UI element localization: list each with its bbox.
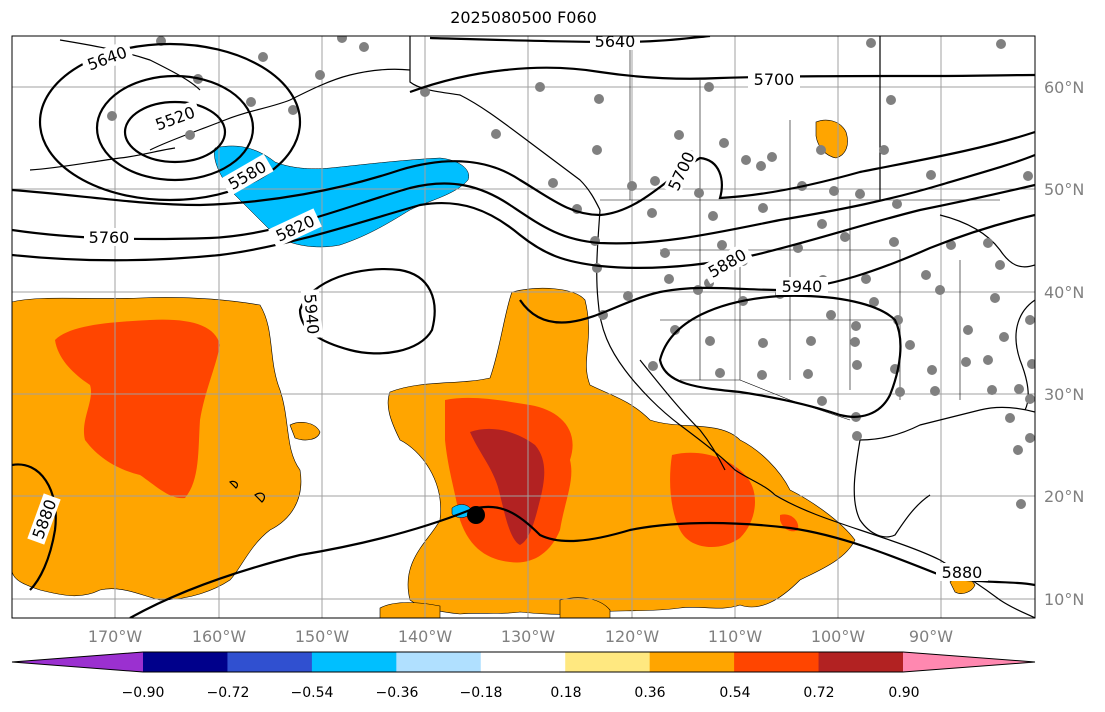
storm-center-dot xyxy=(467,506,485,524)
lon-label: 90°W xyxy=(909,627,953,646)
lat-label: 30°N xyxy=(1044,385,1084,404)
map-frame xyxy=(11,35,1036,619)
lat-label: 60°N xyxy=(1044,78,1084,97)
contour-label: 5940 xyxy=(782,277,823,296)
graticule xyxy=(12,36,1035,618)
colorbar-segment xyxy=(818,652,904,672)
colorbar-tick: 0.72 xyxy=(803,685,834,701)
lon-label: 100°W xyxy=(811,627,866,646)
colorbar-segment xyxy=(396,652,482,672)
contour-label: 5880 xyxy=(942,563,983,582)
anomaly-fill-light-blue xyxy=(214,145,473,518)
colorbar-segment xyxy=(143,652,228,672)
contour-label: 5640 xyxy=(595,32,636,51)
lon-label: 110°W xyxy=(708,627,763,646)
lat-label: 40°N xyxy=(1044,283,1084,302)
colorbar-tick: −0.54 xyxy=(291,685,334,701)
contour-labels: 5640 5640 5520 5580 5820 5760 5700 5700 … xyxy=(27,32,988,582)
colorbar-extend-min xyxy=(12,652,143,672)
longitude-labels: 170°W 160°W 150°W 140°W 130°W 120°W 110°… xyxy=(88,627,953,646)
anomaly-fill-dark-red xyxy=(470,428,545,545)
colorbar-segment xyxy=(649,652,735,672)
map-title: 2025080500 F060 xyxy=(450,8,597,27)
colorbar-tick-labels: −0.90 −0.72 −0.54 −0.36 −0.18 0.18 0.36 … xyxy=(122,685,920,701)
latitude-labels: 60°N 50°N 40°N 30°N 20°N 10°N xyxy=(1044,78,1084,609)
colorbar xyxy=(11,651,1036,673)
colorbar-tick: −0.36 xyxy=(376,685,419,701)
lon-label: 170°W xyxy=(88,627,143,646)
height-contours xyxy=(12,36,1035,618)
colorbar-extend-max xyxy=(903,652,1035,672)
colorbar-outline xyxy=(11,651,1036,673)
contour-label: 5940 xyxy=(300,293,322,335)
colorbar-tick: 0.18 xyxy=(550,685,581,701)
lat-label: 20°N xyxy=(1044,487,1084,506)
lat-label: 50°N xyxy=(1044,180,1084,199)
colorbar-tick: −0.90 xyxy=(122,685,165,701)
contour-label: 5760 xyxy=(89,228,130,247)
colorbar-segment xyxy=(480,652,566,672)
lon-label: 120°W xyxy=(605,627,660,646)
lon-label: 130°W xyxy=(501,627,556,646)
lon-label: 140°W xyxy=(398,627,453,646)
colorbar-segment xyxy=(734,652,820,672)
lon-label: 150°W xyxy=(295,627,350,646)
colorbar-tick: −0.18 xyxy=(460,685,503,701)
colorbar-segment xyxy=(227,652,313,672)
colorbar-tick: −0.72 xyxy=(207,685,250,701)
colorbar-tick: 0.54 xyxy=(719,685,750,701)
colorbar-segment xyxy=(565,652,651,672)
lon-label: 160°W xyxy=(192,627,247,646)
lat-label: 10°N xyxy=(1044,590,1084,609)
contour-label: 5700 xyxy=(754,70,795,89)
colorbar-tick: 0.36 xyxy=(634,685,665,701)
colorbar-segment xyxy=(311,652,397,672)
colorbar-tick: 0.90 xyxy=(888,685,919,701)
